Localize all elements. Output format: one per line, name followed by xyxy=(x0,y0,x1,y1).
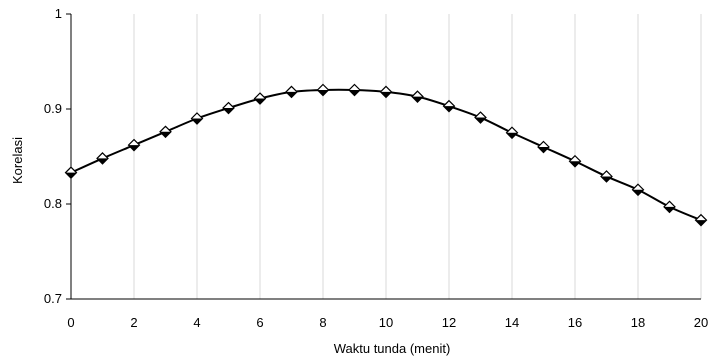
data-point-marker-fill xyxy=(254,98,266,105)
data-point-marker-fill xyxy=(349,90,360,96)
data-point-marker-fill xyxy=(223,108,234,114)
data-point-marker-fill xyxy=(538,147,549,153)
data-point-marker-fill xyxy=(160,131,171,138)
data-point-marker-fill xyxy=(569,161,581,167)
data-point-marker-fill xyxy=(191,118,203,124)
x-tick-label: 4 xyxy=(193,315,200,330)
axis-layer xyxy=(66,13,701,300)
x-axis-title: Waktu tunda (menit) xyxy=(334,341,451,356)
data-point-marker-fill xyxy=(443,106,455,112)
series-layer xyxy=(64,83,708,227)
x-tick-label: 2 xyxy=(130,315,137,330)
y-tick-label: 0.7 xyxy=(44,291,62,306)
data-point-marker-fill xyxy=(65,172,77,179)
data-point-marker-fill xyxy=(128,145,140,151)
x-tick-label: 18 xyxy=(631,315,645,330)
y-tick-label: 0.8 xyxy=(44,196,62,211)
data-point-marker-fill xyxy=(632,189,644,196)
data-point-marker-fill xyxy=(380,91,392,98)
x-tick-label: 14 xyxy=(505,315,519,330)
x-tick-label: 16 xyxy=(568,315,582,330)
x-tick-label: 8 xyxy=(319,315,326,330)
y-tick-label: 1 xyxy=(55,6,62,21)
data-point-marker-fill xyxy=(506,132,518,139)
x-tick-label: 6 xyxy=(256,315,263,330)
data-point-marker-fill xyxy=(695,220,707,226)
x-tick-label: 20 xyxy=(694,315,708,330)
data-point-marker-fill xyxy=(475,117,486,124)
data-point-marker-fill xyxy=(412,96,423,103)
x-tick-label: 0 xyxy=(67,315,74,330)
y-axis-title: Korelasi xyxy=(10,137,25,184)
data-point-marker-fill xyxy=(601,176,612,182)
data-point-marker-fill xyxy=(286,91,297,98)
label-layer: 0.70.80.910 2 4 6 8 10 12 14 16 18 20 xyxy=(44,6,708,330)
data-point-marker-fill xyxy=(664,206,675,213)
data-point-marker-fill xyxy=(97,158,108,164)
grid-layer xyxy=(133,14,702,299)
x-tick-label: 12 xyxy=(442,315,456,330)
y-tick-label: 0.9 xyxy=(44,101,62,116)
x-tick-label: 10 xyxy=(379,315,393,330)
data-point-marker-fill xyxy=(317,90,329,96)
